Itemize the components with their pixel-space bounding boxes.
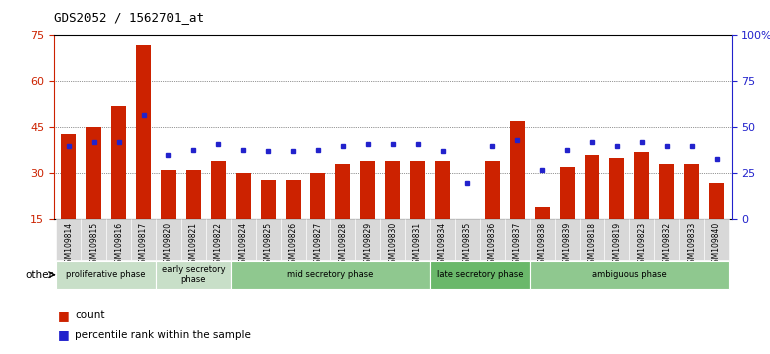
Bar bbox=[336, 164, 350, 219]
Bar bbox=[530, 219, 554, 260]
Text: ■: ■ bbox=[58, 309, 69, 321]
Text: GSM109817: GSM109817 bbox=[139, 222, 148, 268]
Bar bbox=[310, 173, 326, 219]
Text: GSM109839: GSM109839 bbox=[563, 222, 571, 268]
Text: GSM109840: GSM109840 bbox=[712, 222, 721, 268]
Bar bbox=[360, 161, 375, 219]
Bar bbox=[485, 161, 500, 219]
Bar bbox=[405, 219, 430, 260]
Bar bbox=[629, 219, 654, 260]
Text: GSM109822: GSM109822 bbox=[214, 222, 223, 268]
Bar bbox=[679, 219, 704, 260]
Bar bbox=[709, 183, 724, 219]
Bar bbox=[480, 219, 505, 260]
Bar bbox=[659, 164, 675, 219]
Bar bbox=[505, 219, 530, 260]
Bar bbox=[231, 219, 256, 260]
Bar bbox=[654, 219, 679, 260]
Bar bbox=[131, 219, 156, 260]
Text: GSM109833: GSM109833 bbox=[687, 222, 696, 268]
Bar bbox=[435, 161, 450, 219]
Text: GSM109818: GSM109818 bbox=[588, 222, 597, 268]
Bar bbox=[554, 219, 580, 260]
Bar bbox=[604, 219, 629, 260]
Bar bbox=[685, 164, 699, 219]
Bar bbox=[385, 161, 400, 219]
Bar bbox=[430, 261, 530, 289]
Bar bbox=[584, 155, 600, 219]
Bar bbox=[609, 158, 624, 219]
Text: GSM109829: GSM109829 bbox=[363, 222, 372, 268]
Bar bbox=[280, 219, 306, 260]
Bar bbox=[231, 261, 430, 289]
Text: GSM109819: GSM109819 bbox=[612, 222, 621, 268]
Text: GSM109823: GSM109823 bbox=[638, 222, 646, 268]
Text: GSM109816: GSM109816 bbox=[114, 222, 123, 268]
Bar bbox=[186, 170, 201, 219]
Text: GSM109838: GSM109838 bbox=[537, 222, 547, 268]
Text: GDS2052 / 1562701_at: GDS2052 / 1562701_at bbox=[54, 11, 204, 24]
Text: GSM109835: GSM109835 bbox=[463, 222, 472, 268]
Bar bbox=[534, 207, 550, 219]
Text: ambiguous phase: ambiguous phase bbox=[592, 270, 667, 279]
Text: other: other bbox=[25, 270, 53, 280]
Bar bbox=[455, 219, 480, 260]
Text: GSM109837: GSM109837 bbox=[513, 222, 522, 268]
Text: mid secretory phase: mid secretory phase bbox=[287, 270, 373, 279]
Text: proliferative phase: proliferative phase bbox=[66, 270, 146, 279]
Text: GSM109820: GSM109820 bbox=[164, 222, 173, 268]
Bar bbox=[410, 161, 425, 219]
Bar bbox=[56, 219, 82, 260]
Text: GSM109821: GSM109821 bbox=[189, 222, 198, 268]
Bar bbox=[106, 219, 131, 260]
Bar bbox=[86, 127, 101, 219]
Bar bbox=[111, 106, 126, 219]
Bar bbox=[634, 152, 649, 219]
Bar bbox=[510, 121, 524, 219]
Bar bbox=[380, 219, 405, 260]
Text: GSM109831: GSM109831 bbox=[413, 222, 422, 268]
Bar bbox=[355, 219, 380, 260]
Bar bbox=[261, 179, 276, 219]
Bar bbox=[56, 261, 156, 289]
Bar bbox=[286, 179, 300, 219]
Text: GSM109830: GSM109830 bbox=[388, 222, 397, 268]
Text: percentile rank within the sample: percentile rank within the sample bbox=[75, 330, 251, 339]
Text: early secretory
phase: early secretory phase bbox=[162, 265, 225, 284]
Text: GSM109832: GSM109832 bbox=[662, 222, 671, 268]
Text: GSM109836: GSM109836 bbox=[488, 222, 497, 268]
Bar bbox=[530, 261, 729, 289]
Text: ■: ■ bbox=[58, 328, 69, 341]
Bar bbox=[156, 219, 181, 260]
Bar bbox=[211, 161, 226, 219]
Text: late secretory phase: late secretory phase bbox=[437, 270, 523, 279]
Text: GSM109814: GSM109814 bbox=[65, 222, 73, 268]
Bar bbox=[62, 133, 76, 219]
Text: GSM109827: GSM109827 bbox=[313, 222, 323, 268]
Bar bbox=[704, 219, 729, 260]
Bar bbox=[560, 167, 574, 219]
Bar bbox=[580, 219, 604, 260]
Bar bbox=[161, 170, 176, 219]
Text: GSM109825: GSM109825 bbox=[263, 222, 273, 268]
Bar bbox=[156, 261, 231, 289]
Text: GSM109834: GSM109834 bbox=[438, 222, 447, 268]
Text: GSM109828: GSM109828 bbox=[338, 222, 347, 268]
Bar bbox=[236, 173, 251, 219]
Bar bbox=[82, 219, 106, 260]
Text: GSM109815: GSM109815 bbox=[89, 222, 99, 268]
Bar bbox=[430, 219, 455, 260]
Bar bbox=[181, 219, 206, 260]
Bar bbox=[330, 219, 355, 260]
Bar bbox=[306, 219, 330, 260]
Bar bbox=[136, 45, 151, 219]
Bar bbox=[206, 219, 231, 260]
Text: GSM109824: GSM109824 bbox=[239, 222, 248, 268]
Text: count: count bbox=[75, 310, 105, 320]
Bar bbox=[256, 219, 280, 260]
Text: GSM109826: GSM109826 bbox=[289, 222, 297, 268]
